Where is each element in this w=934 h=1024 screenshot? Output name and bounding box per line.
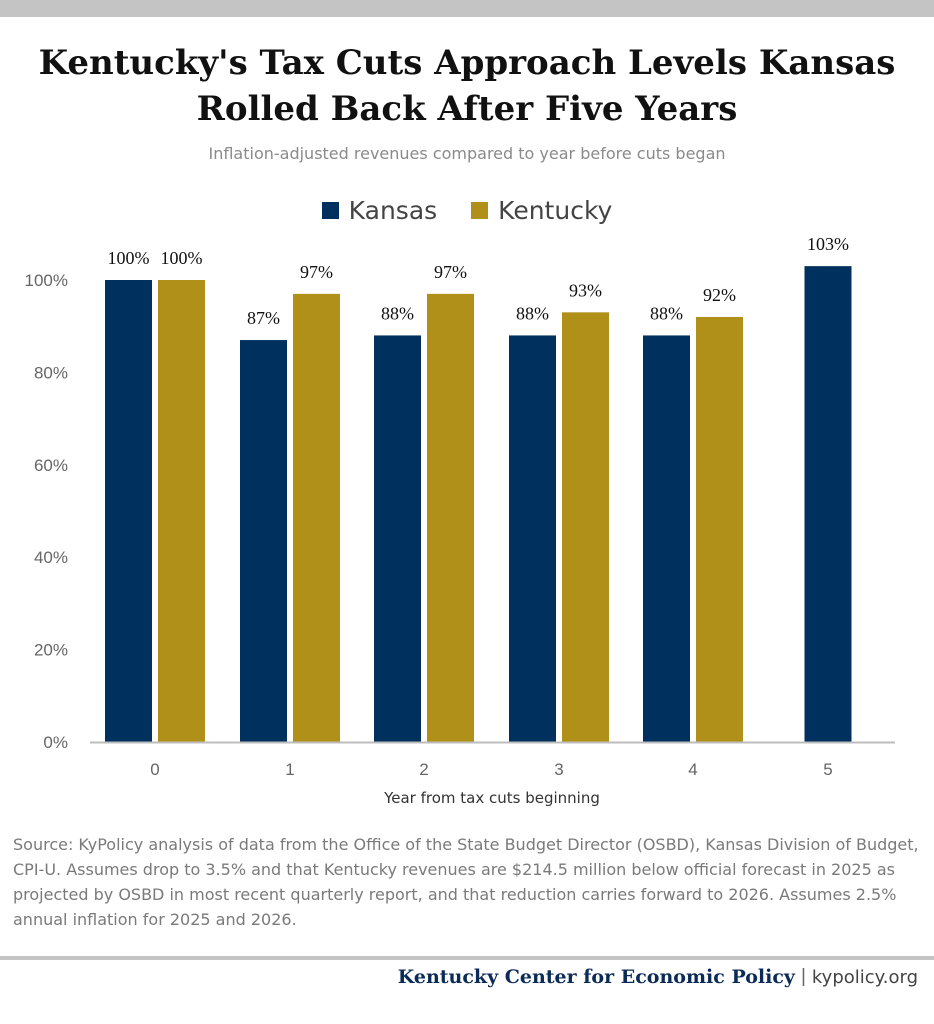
y-tick-label: 40% xyxy=(34,548,68,567)
bottom-rule xyxy=(0,956,934,960)
bar-kentucky xyxy=(158,280,205,742)
data-label-kentucky: 97% xyxy=(434,262,467,282)
bar-kansas xyxy=(643,335,690,742)
data-label-kansas: 100% xyxy=(108,248,150,268)
top-rule xyxy=(0,0,934,17)
data-label-kentucky: 93% xyxy=(569,280,602,300)
bar-kansas xyxy=(509,335,556,742)
data-label-kansas: 103% xyxy=(807,234,849,254)
x-axis-title: Year from tax cuts beginning xyxy=(383,789,600,807)
bar-kansas xyxy=(374,335,421,742)
data-label-kansas: 87% xyxy=(247,308,280,328)
y-tick-label: 100% xyxy=(25,271,68,290)
footer: Kentucky Center for Economic Policy | ky… xyxy=(398,966,918,988)
chart-subtitle: Inflation-adjusted revenues compared to … xyxy=(208,144,726,163)
bar-kentucky xyxy=(696,316,743,742)
x-tick-label: 0 xyxy=(150,760,159,779)
x-tick-label: 2 xyxy=(419,760,428,779)
chart-title: Kentucky's Tax Cuts Approach Levels Kans… xyxy=(0,40,934,132)
title-line-1: Kentucky's Tax Cuts Approach Levels Kans… xyxy=(38,43,896,83)
data-label-kansas: 88% xyxy=(516,303,549,323)
data-label-kentucky: 92% xyxy=(703,285,736,305)
title-line-2: Rolled Back After Five Years xyxy=(196,89,738,129)
bar-kentucky xyxy=(293,293,340,742)
footer-org: Kentucky Center for Economic Policy xyxy=(397,966,795,988)
data-label-kansas: 88% xyxy=(650,303,683,323)
legend-swatch-kentucky xyxy=(471,202,489,219)
x-tick-label: 1 xyxy=(285,760,294,779)
x-tick-label: 5 xyxy=(823,760,832,779)
footer-url[interactable]: kypolicy.org xyxy=(811,966,918,988)
legend-item-kansas: Kansas xyxy=(321,196,438,225)
bar-chart: 0% 20% 40% 60% 80% 100% 100% 100% 0 87% 97% 1 88% 97%… xyxy=(25,234,895,807)
legend: Kansas Kentucky xyxy=(0,196,934,225)
legend-label-kansas: Kansas xyxy=(348,196,438,225)
data-label-kentucky: 97% xyxy=(300,262,333,282)
x-tick-label: 3 xyxy=(554,760,563,779)
x-tick-label: 4 xyxy=(688,760,697,779)
footer-separator: | xyxy=(800,966,806,987)
bar-kansas xyxy=(804,266,852,742)
bar-kentucky xyxy=(427,293,474,742)
data-label-kansas: 88% xyxy=(381,303,414,323)
y-tick-label: 80% xyxy=(34,363,68,382)
bar-kentucky xyxy=(562,312,609,742)
legend-item-kentucky: Kentucky xyxy=(471,196,612,225)
y-tick-label: 60% xyxy=(34,456,68,475)
y-tick-label: 20% xyxy=(34,641,68,660)
bar-kansas xyxy=(105,280,152,742)
source-note: Source: KyPolicy analysis of data from t… xyxy=(13,835,919,929)
legend-swatch-kansas xyxy=(321,202,339,219)
legend-label-kentucky: Kentucky xyxy=(498,196,613,225)
bar-kansas xyxy=(240,340,287,742)
y-tick-label: 0% xyxy=(43,733,68,752)
data-label-kentucky: 100% xyxy=(161,248,203,268)
